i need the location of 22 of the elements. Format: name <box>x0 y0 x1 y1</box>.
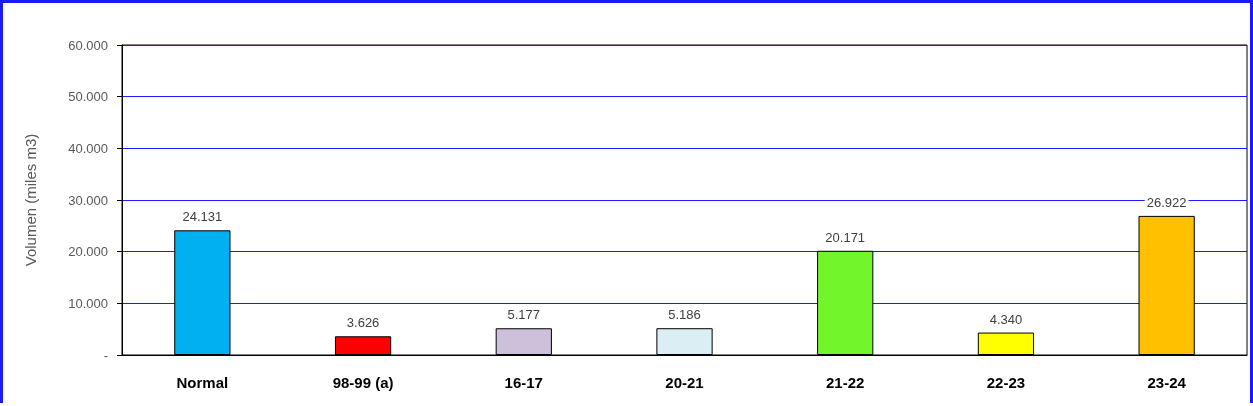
y-tick-label: 50.000 <box>68 89 108 105</box>
x-tick-label: 21-22 <box>826 374 865 391</box>
x-tick-label: Normal <box>176 374 229 391</box>
data-label: 5.186 <box>668 307 701 323</box>
x-tick-label: 98-99 (a) <box>332 374 394 391</box>
data-label: 4.340 <box>989 311 1023 327</box>
data-label: 5.177 <box>507 307 541 323</box>
data-label: 26.922 <box>1146 194 1187 210</box>
y-axis-title: Volumen (miles m3) <box>22 133 39 267</box>
y-tick-label: 60.000 <box>68 37 108 53</box>
data-label: 20.171 <box>825 229 866 245</box>
y-tick-label: 30.000 <box>68 192 108 208</box>
x-tick-label: 16-17 <box>504 374 543 391</box>
y-tick-label: 20.000 <box>68 244 108 260</box>
data-label: 3.626 <box>346 315 380 331</box>
data-label: 24.131 <box>182 209 223 225</box>
y-tick-label: - <box>103 347 108 363</box>
y-tick-label: 40.000 <box>68 140 108 156</box>
x-tick-label: 23-24 <box>1147 374 1187 391</box>
x-tick-label: 22-23 <box>986 374 1026 391</box>
x-tick-label: 20-21 <box>665 374 704 391</box>
y-tick-label: 10.000 <box>68 295 108 311</box>
